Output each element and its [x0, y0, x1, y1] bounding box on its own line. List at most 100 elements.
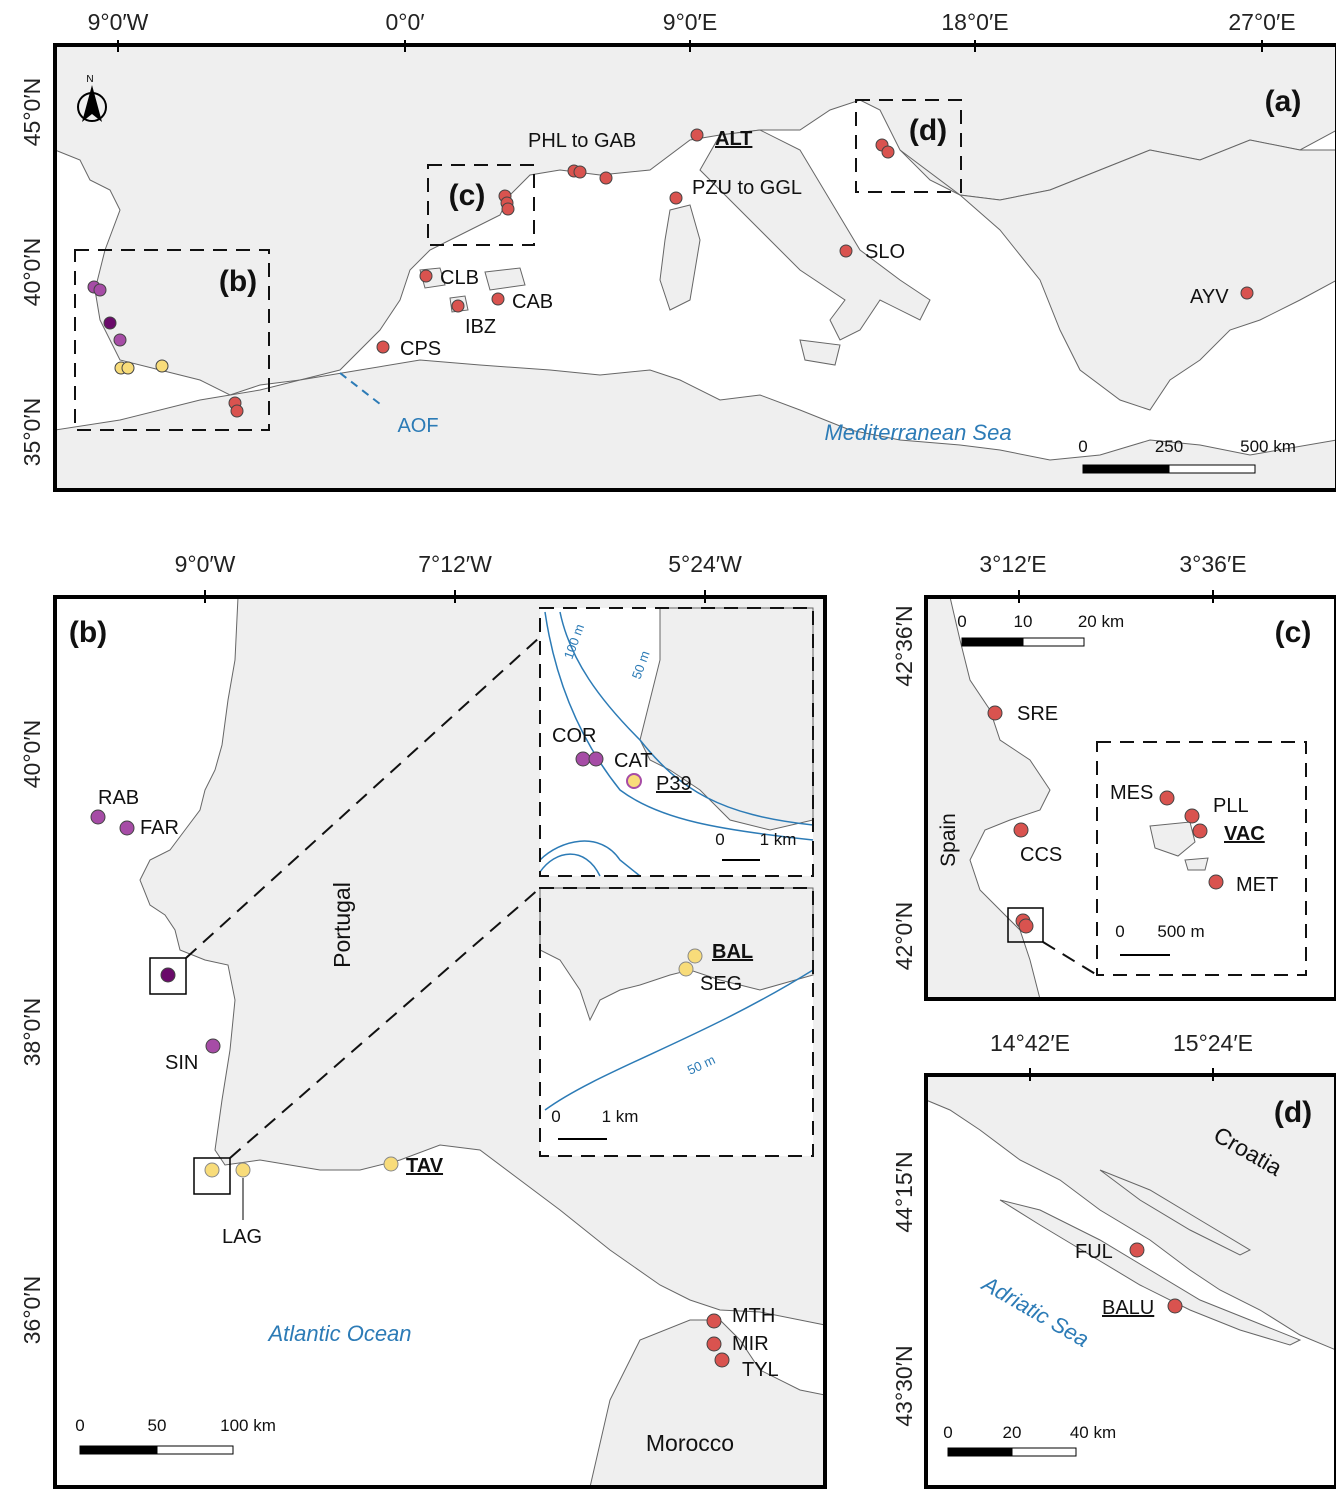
- site-label: PLL: [1213, 795, 1249, 817]
- site-label: MET: [1236, 874, 1278, 896]
- tick-lon-label: 7°12′W: [418, 551, 492, 577]
- scalebar-label: 0: [75, 1416, 84, 1435]
- scalebar-label: 500 m: [1157, 922, 1204, 941]
- panel-d-lat-ticks: 44°15′N 43°30′N: [891, 1151, 917, 1426]
- panel-a-frame: [53, 43, 1336, 492]
- scalebar-label: 0: [943, 1423, 952, 1442]
- site-label: SLO: [865, 241, 905, 263]
- scalebar-label: 0: [1078, 437, 1087, 456]
- aof-label: AOF: [397, 415, 438, 437]
- scalebar-b: 0 50 100 km: [75, 1416, 276, 1455]
- site-label: P39: [656, 773, 692, 795]
- inset-box-d: [855, 99, 962, 193]
- tick-lat-label: 38°0′N: [19, 998, 45, 1067]
- scalebar-label: 0: [715, 830, 724, 849]
- site-label: SEG: [700, 973, 742, 995]
- panel-c-lat-ticks: 42°36′N 42°0′N: [891, 605, 917, 970]
- tick-lon-label: 9°0′W: [175, 551, 236, 577]
- tick-lat-label: 43°30′N: [891, 1345, 917, 1426]
- site-label: TAV: [406, 1155, 444, 1177]
- aof-line: [339, 372, 381, 405]
- tick-lon-label: 18°0′E: [941, 9, 1008, 35]
- scalebar-label: 1 km: [602, 1107, 639, 1126]
- tick-lat-label: 44°15′N: [891, 1151, 917, 1232]
- inset-label-c: (c): [449, 179, 486, 212]
- site-label: CCS: [1020, 844, 1062, 866]
- panel-b-lon-ticks: 9°0′W 7°12′W 5°24′W: [175, 551, 742, 603]
- tick-lon-label: 27°0′E: [1228, 9, 1295, 35]
- north-label: N: [86, 74, 93, 85]
- sea-label: Atlantic Ocean: [266, 1321, 411, 1346]
- inset-top: 100 m 50 m COR CAT P39 0 1 km: [539, 607, 814, 877]
- site-label: BALU: [1102, 1297, 1154, 1319]
- country-label-morocco: Morocco: [646, 1430, 734, 1456]
- panel-letter-c: (c): [1275, 616, 1312, 649]
- scalebar-label: 0: [957, 612, 966, 631]
- panel-d-lon-ticks: 14°42′E 15°24′E: [990, 1030, 1253, 1081]
- inset-box-c: [427, 164, 535, 246]
- scalebar-a: 0 250 500 km: [1078, 437, 1296, 474]
- inset-connector: [185, 636, 541, 959]
- scalebar-label: 0: [1115, 922, 1124, 941]
- site-label: ALT: [715, 128, 752, 150]
- panel-d-frame: [924, 1073, 1336, 1489]
- panel-d-land: [925, 1074, 1336, 1351]
- tick-lat-label: 40°0′N: [19, 238, 45, 307]
- scalebar-label: 1 km: [760, 830, 797, 849]
- site-label: MTH: [732, 1305, 775, 1327]
- panel-b: 9°0′W 7°12′W 5°24′W 40°0′N 38°0′N 36°0′N…: [19, 551, 827, 1489]
- panel-a: 9°0′W 0°0′ 9°0′E 18°0′E 27°0′E 45°0′N 40…: [19, 9, 1336, 492]
- panel-b-frame: [53, 595, 827, 1489]
- tick-lon-label: 3°12′E: [979, 551, 1046, 577]
- site-label: LAG: [222, 1226, 262, 1248]
- panel-c-frame: [924, 595, 1336, 1001]
- scalebar-c: 0 10 20 km: [957, 612, 1124, 647]
- scalebar-label: 100 km: [220, 1416, 276, 1435]
- scalebar-label: 40 km: [1070, 1423, 1116, 1442]
- site-label: MES: [1110, 782, 1153, 804]
- tick-lon-label: 9°0′W: [88, 9, 149, 35]
- site-label: FUL: [1075, 1241, 1113, 1263]
- inset-box-b: [74, 249, 270, 431]
- site-label: PZU to GGL: [692, 177, 802, 199]
- scalebar-label: 50: [148, 1416, 167, 1435]
- panel-d: 14°42′E 15°24′E 44°15′N 43°30′N (d) Croa…: [891, 1030, 1336, 1489]
- panel-b-lat-ticks: 40°0′N 38°0′N 36°0′N: [19, 720, 45, 1345]
- scalebar-label: 20 km: [1078, 612, 1124, 631]
- site-label: VAC: [1224, 823, 1265, 845]
- site-label: SRE: [1017, 703, 1058, 725]
- site-label: CAT: [614, 750, 653, 772]
- country-label-spain: Spain: [937, 813, 960, 867]
- panel-c: 3°12′E 3°36′E 42°36′N 42°0′N 0 10 20 km …: [891, 551, 1336, 1001]
- panel-letter-a: (a): [1265, 85, 1302, 118]
- panel-letter-b: (b): [69, 616, 107, 649]
- panel-letter-d: (d): [1274, 1096, 1312, 1129]
- scalebar-label: 0: [551, 1107, 560, 1126]
- site-label: MIR: [732, 1333, 769, 1355]
- tick-lon-label: 15°24′E: [1173, 1030, 1253, 1056]
- panel-c-lon-ticks: 3°12′E 3°36′E: [979, 551, 1247, 603]
- tick-lon-label: 14°42′E: [990, 1030, 1070, 1056]
- panel-a-sites: [87, 128, 1254, 418]
- site-label: FAR: [140, 817, 179, 839]
- panel-c-land: [925, 596, 1051, 1000]
- scalebar-label: 20: [1003, 1423, 1022, 1442]
- scalebar-label: 500 km: [1240, 437, 1296, 456]
- inset-label-d: (d): [909, 114, 947, 147]
- inset-label-b: (b): [219, 265, 257, 298]
- tick-lat-label: 35°0′N: [19, 398, 45, 467]
- inset-bottom: 50 m BAL SEG 0 1 km: [539, 887, 814, 1157]
- tick-lat-label: 42°0′N: [891, 902, 917, 971]
- tick-lat-label: 42°36′N: [891, 605, 917, 686]
- panel-a-lat-ticks: 45°0′N 40°0′N 35°0′N: [19, 78, 45, 467]
- site-label: IBZ: [465, 316, 496, 338]
- country-label-portugal: Portugal: [329, 882, 355, 968]
- site-label: CAB: [512, 291, 553, 313]
- site-label: RAB: [98, 787, 139, 809]
- tick-lon-label: 3°36′E: [1179, 551, 1246, 577]
- site-label: COR: [552, 725, 596, 747]
- inset-c: MES PLL VAC MET 0 500 m: [1096, 741, 1307, 976]
- panel-a-lon-ticks: 9°0′W 0°0′ 9°0′E 18°0′E 27°0′E: [88, 9, 1296, 52]
- site-label: SIN: [165, 1052, 198, 1074]
